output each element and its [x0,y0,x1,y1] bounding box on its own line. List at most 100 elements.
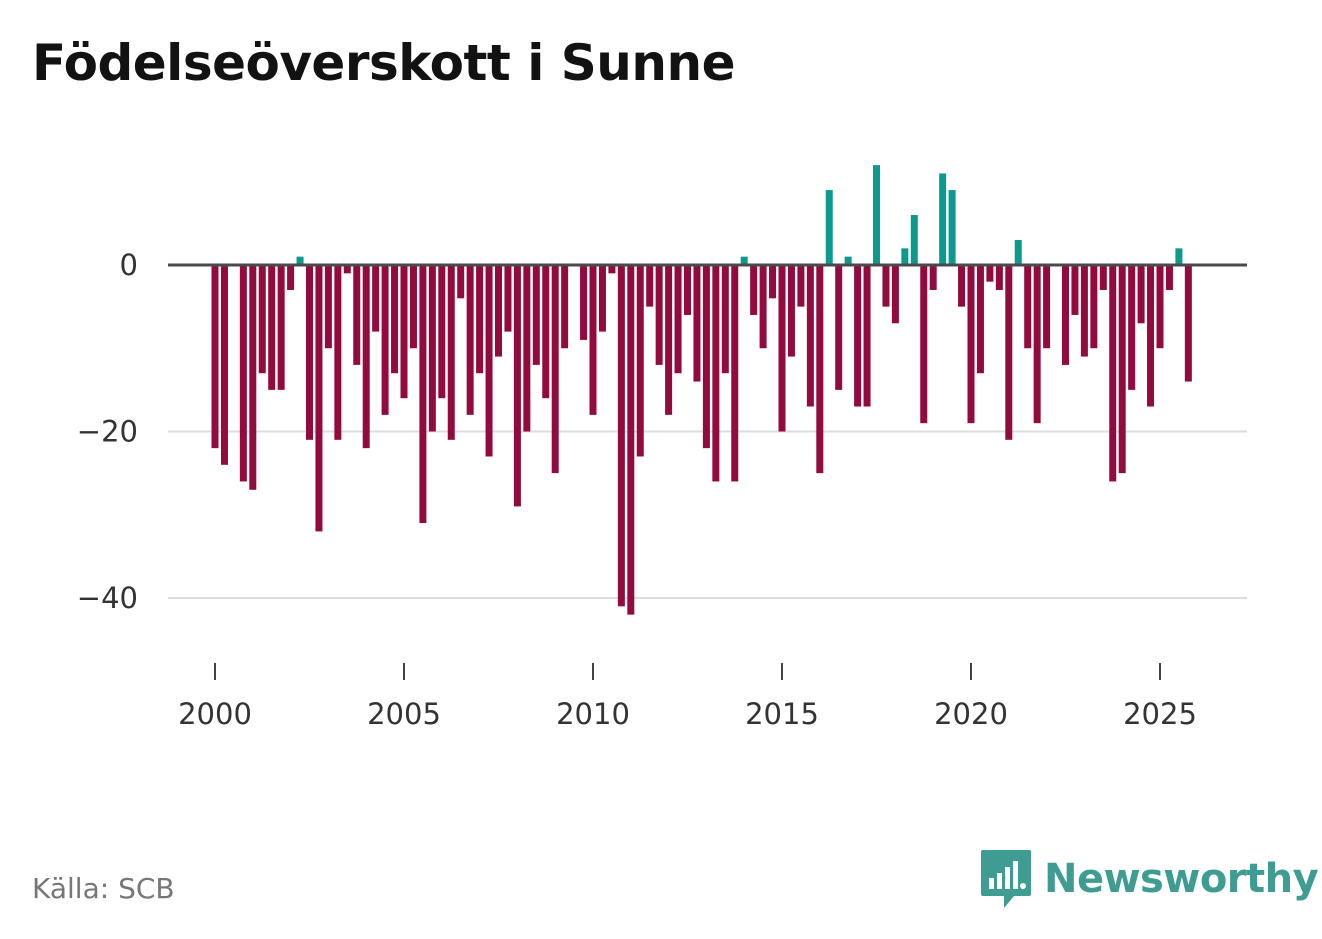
bar [873,165,880,265]
bar [598,265,606,332]
bar [806,265,814,407]
bar [476,265,484,374]
x-tick-label: 2000 [178,697,252,731]
bar [1118,265,1126,474]
brand-logo[interactable]: Newsworthy [980,848,1319,910]
bar [296,256,304,265]
bar [1099,265,1107,290]
bar [665,265,673,415]
bar [1080,265,1088,357]
bar [438,265,446,399]
bar [627,265,635,615]
bar [589,265,597,415]
bar [759,265,767,349]
bar [693,265,701,382]
source-note: Källa: SCB [32,872,175,905]
bar [249,265,257,490]
newsworthy-logo-icon [981,850,1031,908]
bar [750,265,758,315]
bar [684,265,691,315]
bar [315,265,323,532]
bar [939,173,947,265]
bar [523,265,531,432]
bar [258,265,266,374]
bar [1156,265,1164,349]
bar [617,265,625,607]
bar [1014,240,1022,265]
bar [353,265,361,365]
bar [901,248,909,265]
bar [466,265,474,415]
bar [485,265,493,457]
bar [1175,248,1183,265]
bar [608,265,616,274]
bar [409,265,417,349]
bar [419,265,427,524]
bar [816,265,824,474]
bar [580,265,588,340]
bar [1109,265,1117,482]
bar [995,265,1003,290]
bar [334,265,342,440]
bar [1043,265,1051,349]
bar [891,265,899,324]
bar [1062,265,1069,365]
bar [646,265,654,307]
y-tick-label: −40 [77,581,138,615]
bar [504,265,512,332]
bar [967,265,975,424]
bar [835,265,843,390]
bar [986,265,994,282]
bar [447,265,455,440]
bar [1071,265,1079,315]
bar-layer [211,165,1192,615]
bar [825,190,833,265]
bar [769,265,777,299]
bar [362,265,370,449]
axis-layer: 0 −20 −40 2000 2005 2010 2015 2020 2025 [77,248,1247,731]
bar [532,265,540,365]
bar [854,265,862,407]
bar [721,265,729,374]
bar [277,265,285,390]
bar [287,265,295,290]
bar [306,265,313,440]
bar [910,215,918,265]
bar [844,256,852,265]
bar [929,265,937,290]
bar [542,265,550,399]
bar [1024,265,1032,349]
bar [391,265,399,374]
y-tick-label: 0 [120,248,138,282]
bar [797,265,805,307]
grid-layer [168,430,1247,599]
bar [457,265,465,299]
bar [400,265,408,399]
x-tick-label: 2025 [1123,697,1197,731]
bar [863,265,871,407]
bar [1090,265,1098,349]
bar [1184,265,1192,382]
x-tick-label: 2020 [934,697,1008,731]
bar [220,265,228,465]
bar [740,256,748,265]
bar [268,265,276,390]
bar [561,265,569,349]
bar [1033,265,1041,424]
bar-chart: 0 −20 −40 2000 2005 2010 2015 2020 2025 [77,165,1247,731]
bar [428,265,436,432]
bar [381,265,389,415]
bar [1147,265,1155,407]
bar [882,265,890,307]
bar [958,265,966,307]
bar [551,265,559,474]
x-tick-label: 2005 [367,697,441,731]
bar [343,265,351,274]
bar [787,265,795,357]
bar [674,265,682,374]
bar [920,265,928,424]
bar [636,265,644,457]
bar [702,265,710,449]
bar [731,265,739,482]
bar [1137,265,1145,324]
